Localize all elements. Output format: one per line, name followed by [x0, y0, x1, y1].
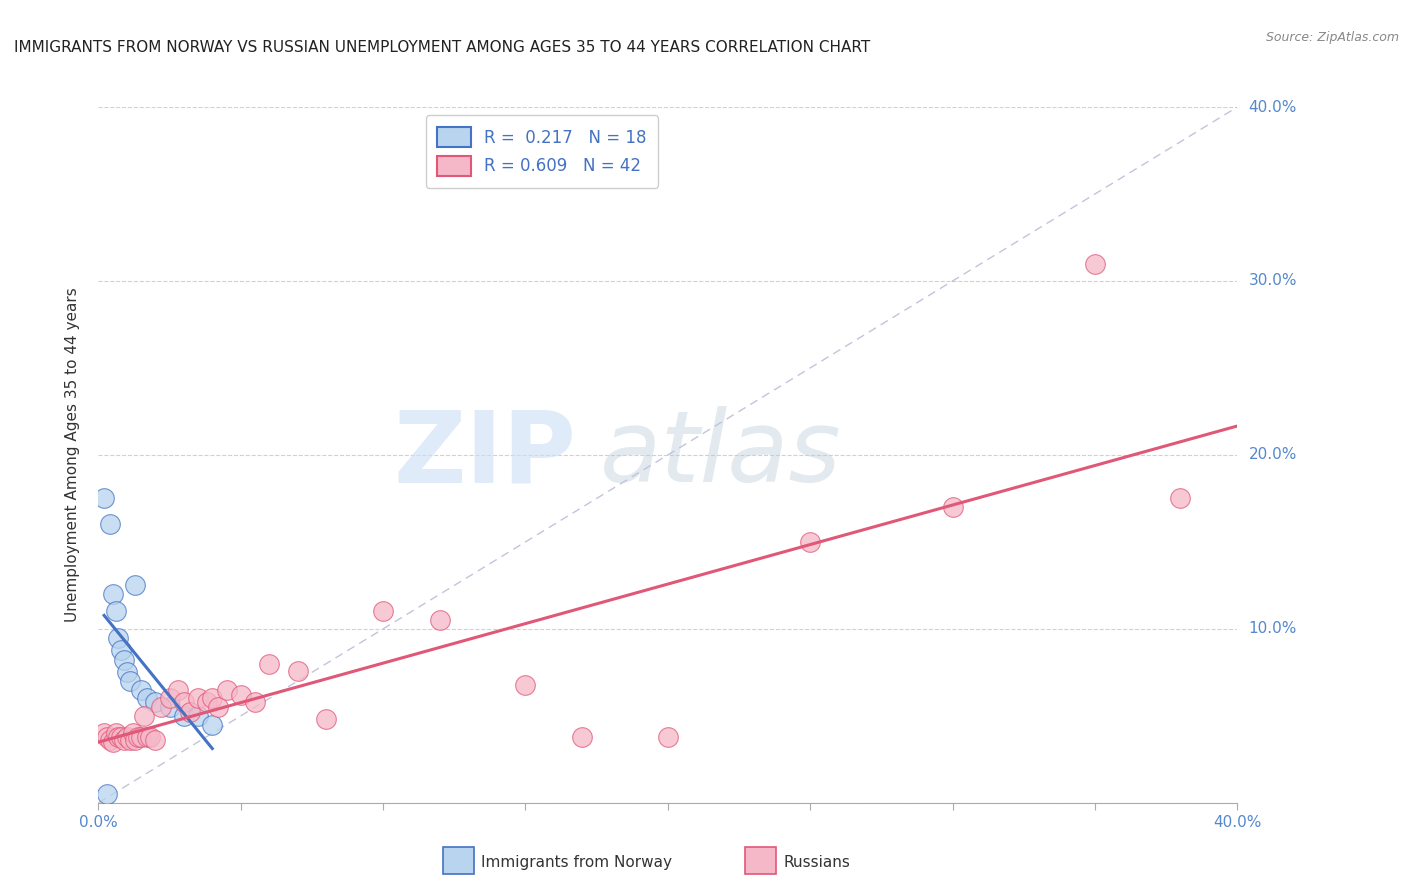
- Point: [96, 730, 118, 744]
- Point: [135, 691, 157, 706]
- Point: [107, 631, 129, 645]
- Point: [138, 730, 160, 744]
- Point: [118, 674, 141, 689]
- Point: [98, 517, 121, 532]
- Point: [201, 717, 224, 731]
- Point: [942, 500, 965, 514]
- Point: [110, 730, 132, 744]
- Point: [112, 733, 135, 747]
- Text: 20.0%: 20.0%: [1249, 448, 1296, 462]
- Point: [657, 730, 679, 744]
- Point: [118, 733, 141, 747]
- Point: [187, 691, 209, 706]
- Text: ZIP: ZIP: [394, 407, 576, 503]
- Text: Immigrants from Norway: Immigrants from Norway: [481, 855, 672, 870]
- Text: 10.0%: 10.0%: [1249, 622, 1296, 636]
- Point: [104, 605, 127, 619]
- Point: [159, 700, 181, 714]
- Text: 30.0%: 30.0%: [1249, 274, 1296, 288]
- Point: [112, 653, 135, 667]
- Point: [201, 691, 224, 706]
- Text: Source: ZipAtlas.com: Source: ZipAtlas.com: [1265, 31, 1399, 45]
- Point: [159, 691, 181, 706]
- Point: [1170, 491, 1192, 506]
- Point: [229, 688, 252, 702]
- Point: [315, 712, 337, 726]
- Text: 40.0%: 40.0%: [1249, 100, 1296, 114]
- Point: [127, 730, 149, 744]
- Point: [1084, 257, 1107, 271]
- Point: [101, 587, 124, 601]
- Point: [107, 730, 129, 744]
- Point: [173, 695, 195, 709]
- Point: [129, 682, 152, 697]
- Point: [132, 708, 155, 723]
- Point: [179, 706, 201, 720]
- Point: [93, 491, 115, 506]
- Point: [259, 657, 281, 671]
- Text: atlas: atlas: [599, 407, 841, 503]
- Point: [145, 695, 167, 709]
- Point: [167, 682, 190, 697]
- Point: [93, 726, 115, 740]
- Text: IMMIGRANTS FROM NORWAY VS RUSSIAN UNEMPLOYMENT AMONG AGES 35 TO 44 YEARS CORRELA: IMMIGRANTS FROM NORWAY VS RUSSIAN UNEMPL…: [14, 40, 870, 55]
- Point: [429, 613, 451, 627]
- Point: [207, 700, 229, 714]
- Y-axis label: Unemployment Among Ages 35 to 44 years: Unemployment Among Ages 35 to 44 years: [65, 287, 80, 623]
- Point: [287, 664, 309, 678]
- Point: [96, 787, 118, 801]
- Point: [124, 733, 146, 747]
- Point: [121, 726, 143, 740]
- Text: Russians: Russians: [783, 855, 851, 870]
- Point: [129, 730, 152, 744]
- Point: [215, 682, 238, 697]
- Point: [243, 695, 266, 709]
- Point: [98, 733, 121, 747]
- Point: [571, 730, 593, 744]
- Point: [135, 730, 157, 744]
- Point: [799, 534, 821, 549]
- Point: [373, 605, 395, 619]
- Point: [104, 726, 127, 740]
- Point: [150, 700, 173, 714]
- Point: [124, 578, 146, 592]
- Point: [110, 642, 132, 657]
- Point: [115, 665, 138, 680]
- Point: [195, 695, 218, 709]
- Point: [187, 708, 209, 723]
- Point: [515, 677, 537, 691]
- Point: [101, 735, 124, 749]
- Legend: R =  0.217   N = 18, R = 0.609   N = 42: R = 0.217 N = 18, R = 0.609 N = 42: [426, 115, 658, 187]
- Point: [173, 708, 195, 723]
- Point: [145, 733, 167, 747]
- Point: [115, 730, 138, 744]
